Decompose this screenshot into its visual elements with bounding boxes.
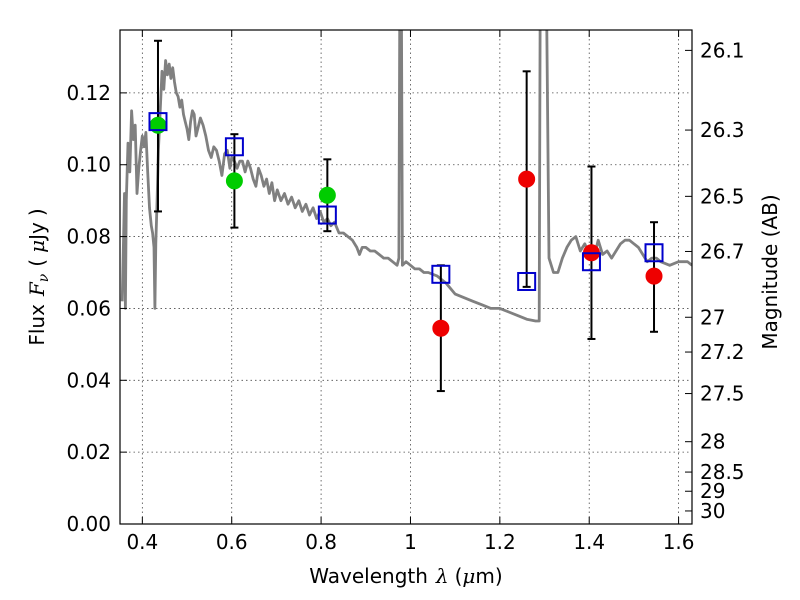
- x-axis-label: Wavelength λ (μm): [309, 564, 502, 588]
- grid-lines: [120, 30, 692, 525]
- photometry-point: [318, 186, 336, 204]
- model-flux-square: [148, 112, 168, 132]
- y2-tick-label: 27.5: [700, 382, 745, 406]
- photometry-point: [518, 170, 536, 188]
- x-tick-label: 1.6: [663, 530, 695, 554]
- y2-tick-label: 26.3: [700, 118, 745, 142]
- y-tick-label: 0.00: [66, 512, 111, 536]
- model-flux-square: [581, 252, 601, 272]
- y2-tick-label: 27.2: [700, 340, 745, 364]
- y2-tick-label: 26.5: [700, 184, 745, 208]
- x-tick-label: 0.8: [305, 530, 337, 554]
- y2-tick-label: 26.1: [700, 38, 745, 62]
- x-tick-label: 0.4: [126, 530, 158, 554]
- x-tick-label: 1.4: [573, 530, 605, 554]
- axis-ticks: [120, 30, 692, 525]
- y2-tick-label: 28: [700, 430, 725, 454]
- y2-axis-label: Magnitude (AB): [758, 194, 782, 349]
- x-tick-labels: 0.4 0.6 0.8 1 1.2 1.4 1.6: [126, 530, 694, 554]
- y-tick-label: 0.02: [66, 440, 111, 464]
- y2-tick-label: 26.7: [700, 239, 745, 263]
- y-axis-label: FluxFν(μJy): [25, 208, 52, 345]
- x-tick-label: 1.2: [484, 530, 516, 554]
- model-flux-square: [517, 271, 537, 291]
- photometry-point: [432, 319, 450, 337]
- y-tick-label: 0.10: [66, 153, 111, 177]
- model-flux-square: [224, 137, 244, 157]
- y2-tick-label: 29: [700, 479, 725, 503]
- model-flux-square: [644, 243, 664, 263]
- y-tick-label: 0.08: [66, 225, 111, 249]
- y-tick-label: 0.12: [66, 81, 111, 105]
- plot-area: [120, 30, 692, 393]
- model-flux-square: [317, 205, 337, 225]
- y-tick-labels: 0.00 0.02 0.04 0.06 0.08 0.10 0.12: [66, 81, 111, 536]
- plot-frame: [119, 29, 693, 525]
- y-tick-label: 0.06: [66, 296, 111, 320]
- x-tick-label: 0.6: [216, 530, 248, 554]
- photometry-point: [645, 267, 663, 285]
- model-spectrum-line: [120, 30, 692, 323]
- y-tick-label: 0.04: [66, 368, 111, 392]
- model-flux-square: [431, 264, 451, 284]
- y2-tick-label: 28.5: [700, 460, 745, 484]
- y2-tick-label: 27: [700, 305, 725, 329]
- y2-tick-label: 30: [700, 499, 725, 523]
- x-tick-label: 1: [404, 530, 417, 554]
- photometry-point: [225, 172, 243, 190]
